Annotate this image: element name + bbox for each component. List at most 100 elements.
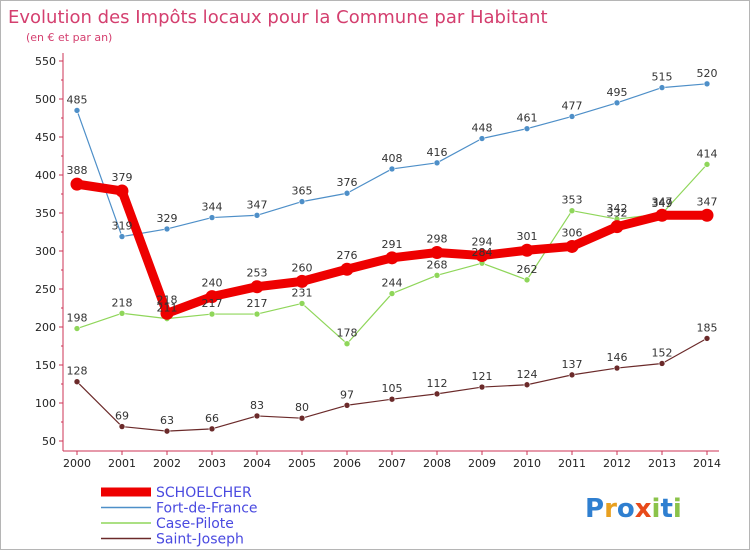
x-tick-label: 2003 [198,457,226,470]
y-tick-label: 200 [35,321,56,334]
data-label-fort-de-france: 347 [247,198,268,211]
data-point-schoelcher [340,262,354,276]
data-label-saint-joseph: 152 [652,346,673,359]
data-label-schoelcher: 301 [517,230,538,243]
logo-letter: i [673,494,682,524]
data-label-schoelcher: 347 [697,195,718,208]
data-point-schoelcher [115,184,129,198]
data-label-saint-joseph: 105 [382,382,403,395]
data-point-fort-de-france [118,233,126,240]
data-point-saint-joseph [298,414,306,422]
data-point-fort-de-france [253,211,261,219]
chart-subtitle: (en € et par an) [26,31,112,44]
x-tick-label: 2010 [513,457,541,470]
data-label-schoelcher: 306 [562,226,583,239]
data-point-schoelcher [160,306,174,320]
data-point-saint-joseph [568,371,576,379]
y-tick-label: 450 [35,131,56,144]
x-tick-label: 2012 [603,457,631,470]
data-point-saint-joseph [118,423,126,430]
data-label-fort-de-france: 365 [292,185,313,198]
data-label-schoelcher: 218 [157,293,178,306]
data-point-fort-de-france [298,198,306,205]
data-point-schoelcher [250,280,264,294]
logo-letter: i [652,494,661,524]
data-label-fort-de-france: 520 [697,67,718,80]
data-point-fort-de-france [568,113,576,120]
data-label-case-pilote: 414 [697,147,718,160]
logo-letter: t [660,494,672,524]
chart-title: Evolution des Impôts locaux pour la Comm… [8,7,548,28]
data-point-saint-joseph [208,425,216,433]
data-point-case-pilote [73,325,81,332]
data-point-schoelcher [295,274,309,288]
data-label-case-pilote: 244 [382,277,403,290]
data-point-fort-de-france [613,99,621,107]
data-point-fort-de-france [388,165,396,173]
logo-letter: r [604,494,617,524]
y-tick-label: 100 [35,397,56,410]
data-label-schoelcher: 294 [472,236,493,249]
data-point-fort-de-france [703,80,711,88]
data-point-fort-de-france [523,125,531,132]
data-point-schoelcher [430,246,444,260]
data-label-saint-joseph: 69 [115,410,129,423]
data-label-saint-joseph: 124 [517,368,538,381]
x-tick-label: 2004 [243,457,271,470]
legend: SCHOELCHERFort-de-FranceCase-PiloteSaint… [101,485,258,548]
x-tick-label: 2001 [108,457,136,470]
data-label-fort-de-france: 485 [67,93,88,106]
data-label-case-pilote: 211 [157,302,178,315]
data-label-saint-joseph: 146 [607,351,628,364]
data-point-case-pilote [253,310,261,318]
data-point-fort-de-france [73,107,81,114]
data-point-fort-de-france [208,214,216,221]
data-label-saint-joseph: 185 [697,321,718,334]
logo-text: Proxiti [585,494,682,524]
data-label-case-pilote: 353 [562,194,583,207]
data-point-schoelcher [520,243,534,257]
data-label-case-pilote: 198 [67,312,88,325]
x-tick-label: 2006 [333,457,361,470]
data-label-schoelcher: 260 [292,261,313,274]
data-label-case-pilote: 217 [247,297,268,310]
data-label-saint-joseph: 128 [67,365,88,378]
series-group [70,80,714,435]
legend-label-fort-de-france: Fort-de-France [156,501,258,517]
x-tick-label: 2005 [288,457,316,470]
logo-letter: o [617,494,635,524]
data-label-case-pilote: 349 [652,197,673,210]
data-labels: 485 319 329 344 347 365 376 408 416 448 461 477 495 5… [67,67,718,427]
data-label-case-pilote: 178 [337,327,358,340]
data-label-schoelcher: 253 [247,267,268,280]
data-point-saint-joseph [163,427,171,435]
data-label-saint-joseph: 83 [250,399,264,412]
data-point-case-pilote [388,290,396,297]
legend-label-case-pilote: Case-Pilote [156,516,234,532]
data-label-fort-de-france: 329 [157,212,178,225]
legend-label-saint-joseph: Saint-Joseph [156,532,244,548]
data-point-fort-de-france [433,159,441,167]
x-tick-label: 2011 [558,457,586,470]
x-tick-label: 2009 [468,457,496,470]
x-tick-label: 2000 [63,457,91,470]
data-label-case-pilote: 284 [472,246,493,259]
data-point-case-pilote [343,340,351,348]
legend-label-schoelcher: SCHOELCHER [156,485,252,501]
data-label-fort-de-france: 448 [472,122,493,135]
data-point-case-pilote [523,276,531,284]
data-label-fort-de-france: 319 [112,220,133,233]
data-label-case-pilote: 218 [112,296,133,309]
data-label-fort-de-france: 477 [562,99,583,112]
x-tick-label: 2002 [153,457,181,470]
data-point-saint-joseph [73,378,81,386]
data-point-schoelcher [610,220,624,234]
x-tick-label: 2008 [423,457,451,470]
data-point-fort-de-france [163,225,171,233]
y-tick-label: 300 [35,245,56,258]
y-tick-label: 350 [35,207,56,220]
proxiti-logo: Proxiti [585,494,682,524]
data-label-fort-de-france: 461 [517,112,538,125]
